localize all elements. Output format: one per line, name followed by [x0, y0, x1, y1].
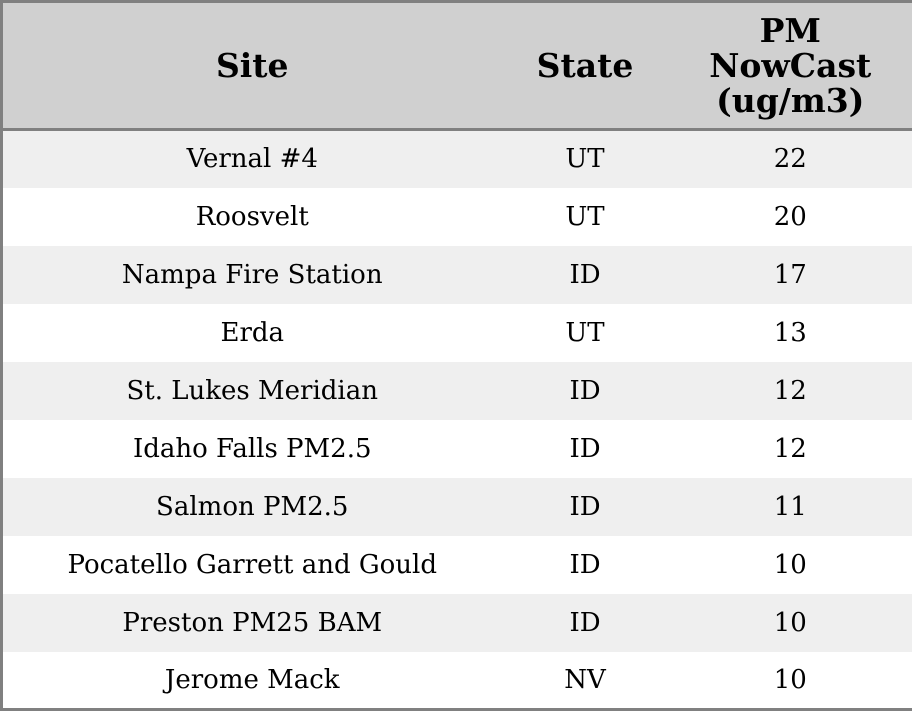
table-row: Idaho Falls PM2.5 ID 12 [1, 419, 912, 478]
header-text: PM NowCast (ug/m3) [709, 11, 872, 120]
header-cell: PM NowCast (ug/m3) [669, 2, 912, 130]
table-cell: 13 [773, 317, 807, 348]
table-cell: Idaho Falls PM2.5 [132, 433, 372, 464]
table-header: Site State PM NowCast (ug/m3) [1, 1, 912, 130]
table-cell: Erda [220, 317, 285, 348]
table-cell: UT [565, 317, 605, 348]
table-row: Salmon PM2.5 ID 11 [1, 477, 912, 536]
table-row: Vernal #4 UT 22 [1, 129, 912, 188]
header-row: Site State PM NowCast (ug/m3) [1, 1, 912, 130]
table-cell: Preston PM25 BAM [122, 607, 383, 638]
table-cell: Salmon PM2.5 [156, 491, 349, 522]
header-text: State [536, 46, 634, 85]
table-cell: Nampa Fire Station [121, 259, 383, 290]
table-row: St. Lukes Meridian ID 12 [1, 361, 912, 420]
table-cell: 11 [773, 491, 807, 522]
table-cell: NV [564, 664, 606, 695]
table-cell: Vernal #4 [186, 144, 318, 175]
table-cell: 12 [773, 375, 807, 406]
table-cell: Roosvelt [195, 201, 309, 232]
table-cell: 20 [773, 201, 807, 232]
table-cell: St. Lukes Meridian [126, 375, 378, 406]
table-row: Erda UT 13 [1, 303, 912, 362]
table-cell: UT [565, 201, 605, 232]
table-body: Vernal #4 UT 22 Roosvelt UT 20 Nampa Fire Stat… [1, 129, 912, 710]
table-cell: Jerome Mack [164, 664, 340, 695]
table-cell: ID [569, 375, 601, 406]
table-row: Preston PM25 BAM ID 10 [1, 593, 912, 652]
header-text: Site [215, 46, 289, 85]
table-cell: 17 [773, 259, 807, 290]
table-cell: 10 [773, 549, 807, 580]
table-cell: Pocatello Garrett and Gould [67, 549, 438, 580]
table-cell: 12 [773, 433, 807, 464]
table-cell: ID [569, 491, 601, 522]
table-row: Jerome Mack NV 10 [1, 651, 912, 710]
header-cell: Site [2, 2, 502, 130]
header-cell: State [502, 2, 669, 130]
table-row: Nampa Fire Station ID 17 [1, 245, 912, 304]
table-row: Pocatello Garrett and Gould ID 10 [1, 535, 912, 594]
table-cell: 10 [773, 664, 807, 695]
table-row: Roosvelt UT 20 [1, 187, 912, 246]
table-cell: ID [569, 259, 601, 290]
table-cell: 10 [773, 607, 807, 638]
table-cell: ID [569, 549, 601, 580]
table-cell: ID [569, 607, 601, 638]
table-cell: 22 [773, 144, 807, 175]
table-cell: UT [565, 144, 605, 175]
table-cell: ID [569, 433, 601, 464]
